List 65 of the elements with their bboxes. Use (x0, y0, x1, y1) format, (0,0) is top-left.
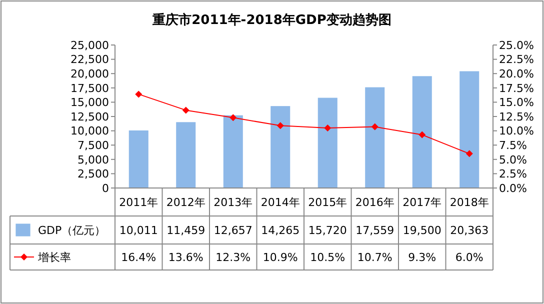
y2-tick-label: 25.0% (499, 38, 534, 52)
y-tick-label: 5,000 (78, 153, 109, 166)
point (276, 122, 284, 130)
y-tick-label: 0 (102, 182, 109, 195)
y2-tick-label: 2.5% (499, 168, 527, 181)
y2-tick-label: 15.0% (499, 96, 534, 110)
y-tick-label: 25,000 (70, 38, 109, 52)
y2-tick-label: 7.5% (499, 138, 527, 152)
data-label: 10.5% (310, 250, 346, 264)
data-label: 17,559 (356, 224, 394, 237)
y-tick-label: 20,000 (70, 67, 109, 80)
bar (176, 122, 196, 188)
x-tick-label: 2018年 (450, 196, 489, 209)
bar (412, 76, 432, 188)
legend-label: 增长率 (37, 250, 71, 264)
bar (318, 98, 338, 188)
point (371, 123, 378, 130)
data-label: 19,500 (402, 224, 442, 237)
y-tick-label: 17,500 (70, 82, 109, 95)
bar (270, 106, 290, 188)
point (324, 124, 332, 132)
data-label: 14,265 (261, 224, 300, 237)
data-label: 10.9% (262, 250, 298, 264)
data-label: 10.7% (357, 250, 392, 264)
y2-tick-label: 17.5% (499, 82, 534, 95)
x-tick-label: 2013年 (214, 196, 253, 209)
x-tick-label: 2016年 (355, 196, 394, 209)
data-label: 16.4% (121, 250, 156, 264)
y-tick-label: 15,000 (70, 96, 109, 110)
data-label: 12.3% (216, 250, 251, 264)
point (418, 131, 426, 138)
bar (128, 130, 148, 188)
x-tick-label: 2012年 (166, 196, 206, 209)
bar (460, 71, 480, 188)
y2-tick-label: 22.5% (499, 53, 534, 66)
data-label: 15,720 (308, 224, 347, 237)
y2-tick-label: 0.0% (499, 182, 527, 195)
x-tick-label: 2014年 (260, 196, 300, 209)
y-tick-label: 7,500 (78, 138, 109, 152)
bar (365, 87, 385, 188)
data-label: 12,657 (214, 224, 252, 237)
y-tick-label: 10,000 (70, 124, 109, 138)
point (135, 90, 142, 98)
point (230, 114, 237, 122)
y-tick-label: 12,500 (70, 110, 109, 124)
y-tick-label: 22,500 (70, 53, 109, 66)
data-label: 13.6% (168, 250, 204, 264)
chart-title: 重庆市2011年-2018年GDP变动趋势图 (152, 12, 392, 28)
data-label: 9.3% (408, 250, 436, 264)
legend-label: GDP（亿元） (38, 224, 106, 237)
x-tick-label: 2011年 (119, 196, 158, 209)
y2-tick-label: 5.0% (499, 153, 527, 166)
point (182, 106, 190, 114)
y2-tick-label: 20.0% (499, 67, 534, 80)
y-tick-label: 2,500 (78, 168, 109, 181)
point (466, 150, 473, 158)
bar (223, 115, 243, 188)
data-label: 20,363 (450, 224, 489, 237)
data-label: 6.0% (455, 250, 484, 264)
data-label: 10,011 (119, 224, 158, 237)
x-tick-label: 2017年 (402, 196, 442, 209)
y2-tick-label: 12.5% (499, 110, 534, 124)
x-tick-label: 2015年 (308, 196, 348, 209)
y2-tick-label: 10.0% (499, 124, 534, 138)
data-label: 11,459 (166, 224, 206, 237)
